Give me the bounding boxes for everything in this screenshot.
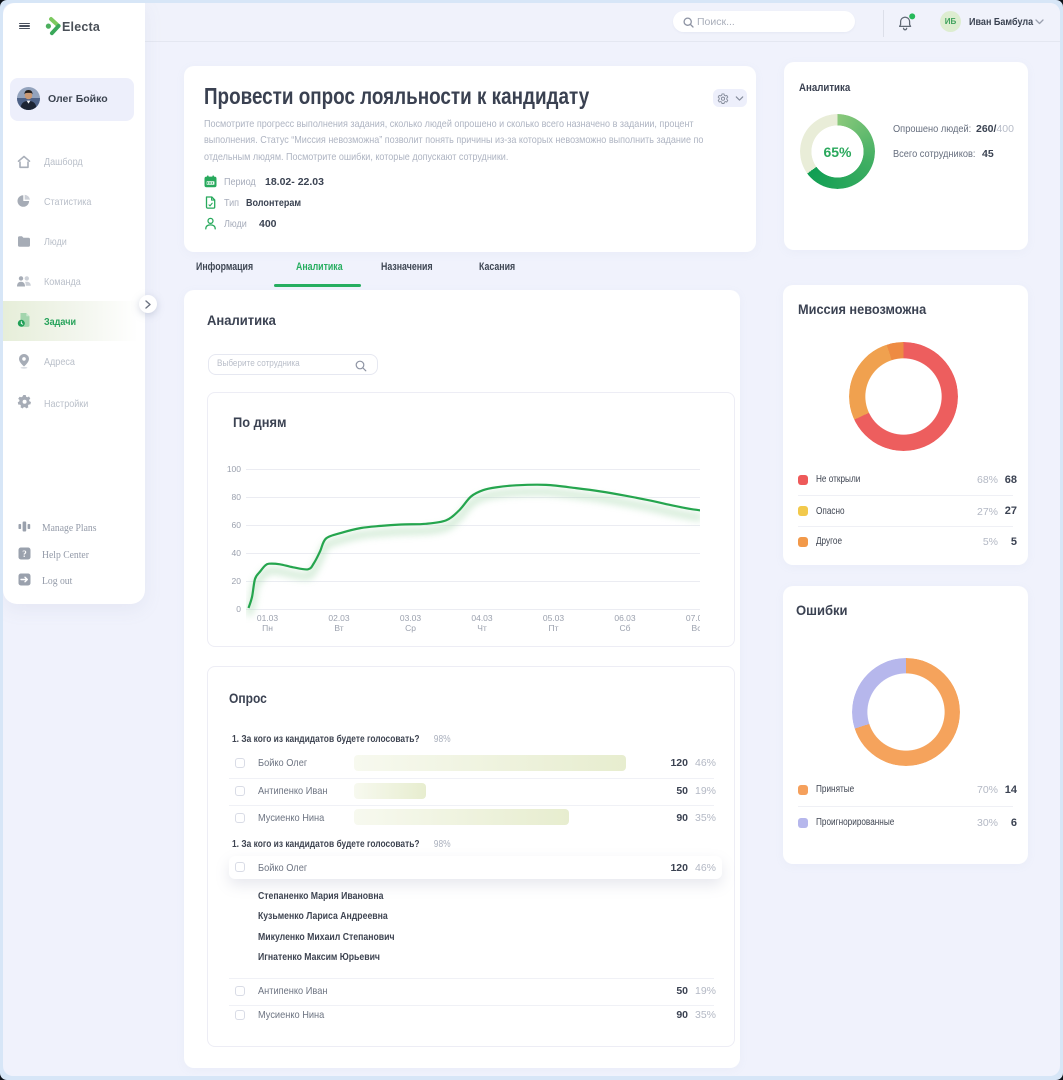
svg-text:?: ? bbox=[22, 549, 27, 559]
